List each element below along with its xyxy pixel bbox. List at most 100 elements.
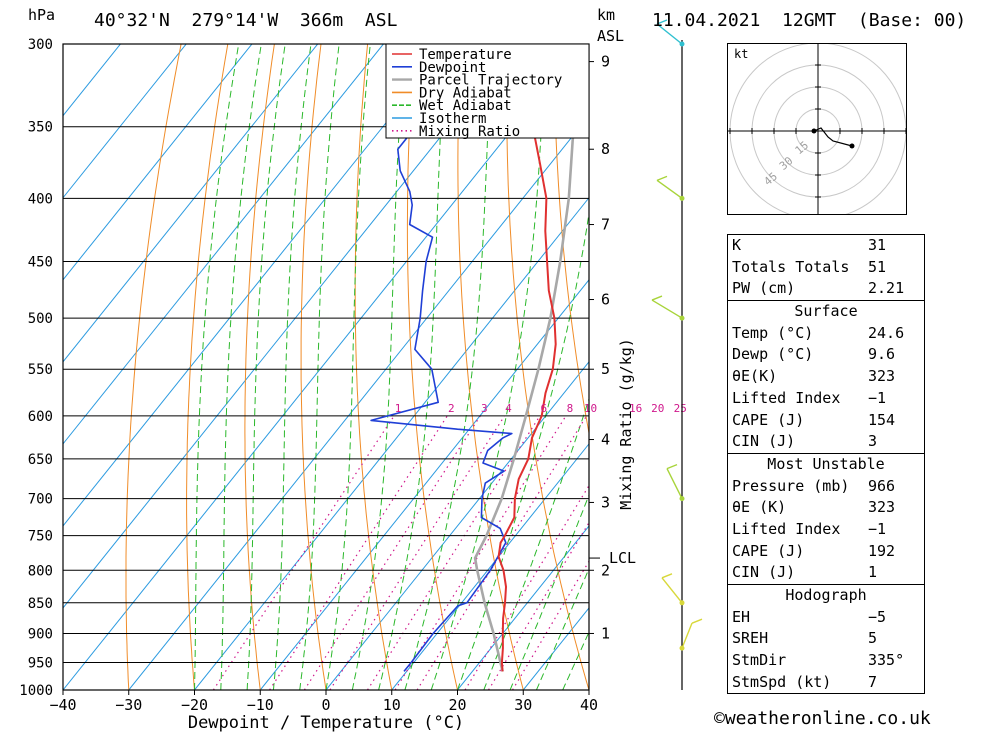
index-label: θE(K): [732, 367, 778, 386]
index-row: CIN (J) 1: [728, 562, 924, 584]
wet-adiabat-line: [457, 210, 589, 690]
pressure-tick-label: 900: [28, 626, 53, 642]
dry-adiabat-line: [457, 44, 524, 690]
index-value: 5: [868, 629, 878, 648]
legend-box: [385, 43, 590, 139]
wind-barb-staff: [651, 299, 683, 319]
pressure-tick-label: 700: [28, 492, 53, 508]
dry-adiabat-line: [186, 44, 229, 690]
temperature-line: [497, 44, 557, 672]
lcl-label: LCL: [609, 549, 636, 567]
index-label: Lifted Index: [732, 519, 841, 538]
index-row: SREH 5: [728, 628, 924, 650]
mixing-ratio-label: 6: [541, 402, 548, 415]
index-value: 2.21: [868, 279, 905, 298]
location-title: 40°32'N 279°14'W 366m ASL: [94, 10, 398, 31]
index-row: Lifted Index −1: [728, 519, 924, 541]
index-row: PW (cm) 2.21: [728, 278, 924, 300]
hodograph-ring-label: 15: [793, 139, 812, 157]
index-row: CAPE (J) 192: [728, 541, 924, 563]
pressure-tick-label: 750: [28, 529, 53, 545]
pressure-tick-label: 950: [28, 655, 53, 671]
parcel-trajectory-line: [473, 44, 576, 672]
index-value: 966: [868, 476, 896, 495]
dewpoint-line: [370, 44, 513, 672]
copyright: ©weatheronline.co.uk: [714, 708, 931, 729]
index-value: 9.6: [868, 345, 896, 364]
hodograph-ring-label: 30: [777, 154, 796, 172]
pressure-tick-label: 1000: [19, 683, 53, 699]
km-tick-label: 4: [601, 431, 610, 449]
index-label: Dewp (°C): [732, 345, 814, 364]
wet-adiabat-line: [404, 44, 493, 690]
mixing-ratio-label: 8: [567, 402, 574, 415]
index-value: 7: [868, 672, 878, 691]
legend-label: Dry Adiabat: [419, 85, 512, 101]
hodograph-unit: kt: [734, 47, 748, 61]
pressure-tick-label: 300: [28, 37, 53, 53]
hodograph-trace: [813, 127, 853, 147]
wet-adiabat-line: [483, 397, 589, 690]
x-tick-label: 20: [448, 696, 466, 714]
dry-adiabat-line: [125, 44, 182, 690]
pressure-tick-label: 600: [28, 409, 53, 425]
wet-adiabat-line: [430, 44, 547, 690]
index-row: θE (K) 323: [728, 497, 924, 519]
legend-label: Temperature: [419, 47, 512, 63]
pressure-tick-label: 350: [28, 120, 53, 136]
index-row: K 31: [728, 235, 924, 257]
hodograph-ring-label: 45: [761, 170, 780, 188]
wet-adiabat-line: [220, 44, 262, 690]
index-row: CIN (J) 3: [728, 431, 924, 453]
index-label: K: [732, 236, 742, 254]
index-value: −1: [868, 388, 887, 407]
isotherm-line: [63, 44, 187, 199]
indices-panel: K 31 Totals Totals 51 PW (cm) 2.21 Surface Te…: [727, 234, 925, 695]
legend-label: Wet Adiabat: [419, 98, 512, 114]
km-tick-label: 8: [601, 140, 610, 158]
surface-title: Surface: [728, 300, 924, 323]
index-label: SREH: [732, 629, 769, 648]
mixing-ratio-label: 3: [481, 402, 488, 415]
index-label: CAPE (J): [732, 541, 805, 560]
index-label: CIN (J): [732, 432, 796, 451]
isotherm-line: [194, 196, 589, 690]
km-label: km: [597, 6, 616, 24]
index-value: −5: [868, 607, 887, 626]
index-value: 24.6: [868, 323, 905, 342]
index-value: 323: [868, 498, 896, 517]
pressure-tick-label: 650: [28, 452, 53, 468]
index-row: Lifted Index −1: [728, 388, 924, 410]
index-label: CAPE (J): [732, 410, 805, 429]
wet-adiabat-line: [299, 44, 340, 690]
wet-adiabat-line: [272, 44, 312, 690]
wind-barb-staff: [656, 23, 683, 45]
index-value: 3: [868, 432, 878, 451]
top-indices: K 31 Totals Totals 51 PW (cm) 2.21: [728, 235, 924, 300]
mixing-ratio-line: [303, 415, 481, 690]
hpa-label: hPa: [28, 6, 56, 24]
wind-barb-flag: [691, 618, 703, 624]
wind-barb-flag: [656, 19, 668, 25]
wind-barb-staff: [666, 468, 683, 499]
km-tick-label: 5: [601, 360, 610, 378]
dry-adiabat-line: [970, 26, 1000, 690]
x-tick-label: 40: [580, 696, 598, 714]
index-value: −1: [868, 519, 887, 538]
axes: 1 2 3 4 6 8 10 16 20 2530035040045050055060065070…: [19, 37, 687, 733]
dry-adiabat-line: [354, 44, 393, 690]
asl-label: ASL: [597, 27, 625, 45]
km-tick-label: 6: [601, 291, 610, 309]
index-label: Pressure (mb): [732, 476, 850, 495]
index-row: Dewp (°C) 9.6: [728, 344, 924, 366]
index-row: StmDir 335°: [728, 650, 924, 672]
x-tick-label: −20: [181, 696, 208, 714]
profiles: [370, 44, 576, 672]
pressure-tick-label: 450: [28, 255, 53, 271]
index-value: 31: [868, 236, 887, 254]
wind-barb-flag: [661, 573, 673, 579]
wet-adiabat-line: [378, 44, 447, 690]
mixing-ratio-label: 10: [584, 402, 597, 415]
wet-adiabat-line: [194, 44, 240, 690]
